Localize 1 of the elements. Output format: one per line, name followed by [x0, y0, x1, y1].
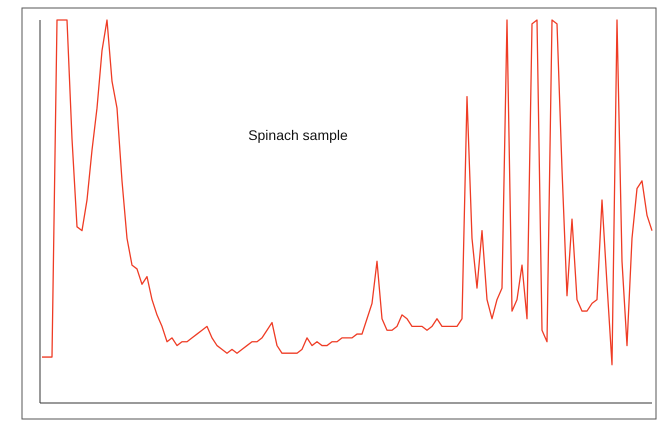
annotation: Spinach sample — [248, 127, 348, 143]
